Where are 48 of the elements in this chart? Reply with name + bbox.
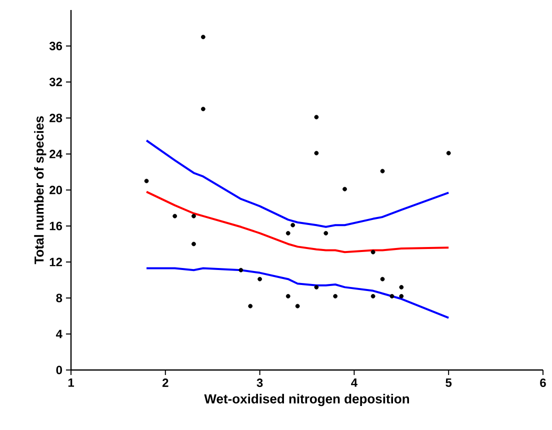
- x-tick-label: 4: [351, 378, 358, 387]
- y-tick-label: 36: [49, 42, 62, 50]
- y-tick-label: 0: [56, 366, 62, 374]
- point: [314, 150, 319, 156]
- point: [295, 304, 300, 308]
- point: [399, 284, 404, 290]
- point: [399, 294, 404, 298]
- point: [333, 294, 338, 298]
- x-tick-label: 5: [446, 378, 452, 387]
- x-tick-label: 6: [540, 378, 546, 388]
- point: [380, 276, 385, 282]
- y-tick-label: 12: [50, 258, 62, 266]
- point: [192, 214, 196, 218]
- point: [342, 186, 347, 192]
- point: [390, 294, 394, 298]
- y-tick-label: 32: [49, 78, 62, 86]
- y-tick-label: 24: [50, 150, 62, 158]
- point: [172, 214, 178, 218]
- point: [200, 34, 206, 40]
- line-series: [146, 139, 450, 228]
- point: [286, 294, 290, 298]
- point: [192, 242, 196, 246]
- x-tick-label: 1: [68, 378, 74, 387]
- y-tick-label: 16: [50, 222, 62, 230]
- point: [290, 222, 296, 228]
- y-axis-title: Total number of species: [34, 116, 46, 264]
- point: [380, 168, 385, 174]
- point: [314, 284, 319, 290]
- x-tick-label: 2: [162, 378, 168, 387]
- point: [238, 268, 244, 272]
- point: [370, 294, 376, 298]
- x-tick-label: 3: [256, 378, 263, 388]
- point: [446, 150, 451, 156]
- point: [248, 304, 253, 308]
- y-tick-label: 8: [56, 294, 62, 302]
- x-axis-title: Wet-oxidised nitrogen deposition: [204, 394, 409, 406]
- point: [314, 114, 319, 120]
- line-series: [146, 267, 450, 319]
- y-tick-label: 20: [50, 186, 62, 194]
- point: [258, 276, 262, 282]
- point: [324, 230, 328, 236]
- point: [200, 106, 206, 112]
- point: [286, 230, 290, 236]
- y-tick-label: 4: [56, 330, 62, 338]
- y-tick-label: 28: [50, 114, 62, 122]
- point: [144, 178, 149, 184]
- point: [370, 250, 376, 254]
- line-series: [146, 190, 450, 254]
